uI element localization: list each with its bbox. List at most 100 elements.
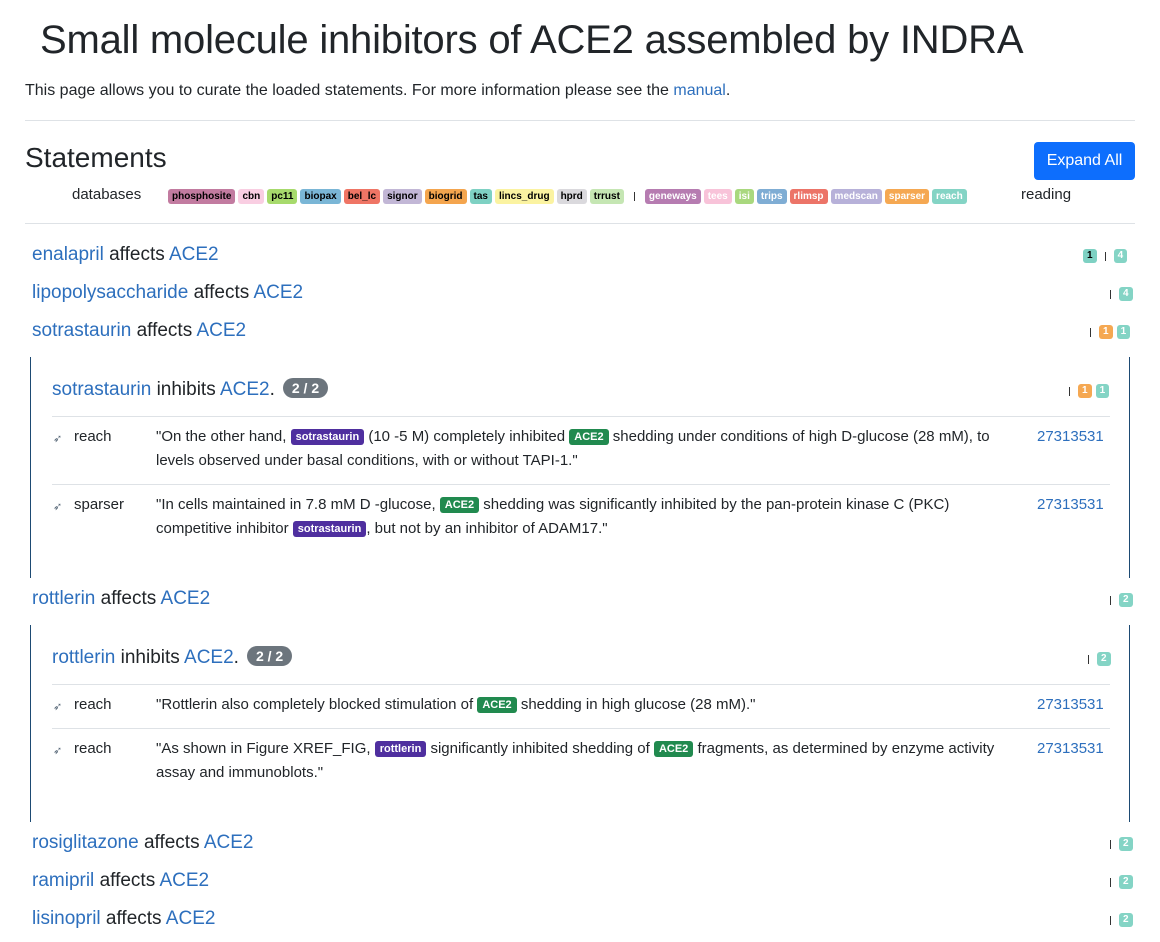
subject-link[interactable]: rosiglitazone: [32, 832, 139, 853]
source-legend: phosphosite cbn pc11 biopax bel_lc signo…: [168, 189, 967, 204]
curate-icon[interactable]: ➶: [53, 501, 63, 513]
evidence-counts: 2: [1106, 875, 1133, 889]
gene-tag: ACE2: [653, 741, 694, 757]
count-separator: [1088, 654, 1089, 664]
statement-row[interactable]: sotrastaurin affects ACE2: [32, 320, 246, 342]
source-badge-medscan: medscan: [830, 189, 882, 204]
divider: [25, 223, 1135, 224]
source-badge-tees: tees: [703, 189, 732, 204]
curate-icon[interactable]: ➶: [53, 701, 63, 713]
evidence-text: "On the other hand, sotrastaurin (10 -5 …: [156, 428, 990, 469]
count-separator: [1110, 289, 1111, 299]
chemical-tag: sotrastaurin: [292, 521, 367, 537]
verb: affects: [193, 282, 250, 303]
count-badge: 1: [1095, 384, 1110, 398]
source-badge-biopax: biopax: [300, 189, 341, 204]
evidence-source: sparser: [74, 496, 125, 513]
source-badge-bel-lc: bel_lc: [343, 189, 381, 204]
object-link[interactable]: ACE2: [219, 379, 270, 400]
evidence-panel: [30, 357, 1130, 578]
row-divider: [52, 416, 1110, 417]
subject-link[interactable]: sotrastaurin: [52, 379, 152, 400]
row-divider: [52, 728, 1110, 729]
subject-link[interactable]: lisinopril: [32, 908, 101, 929]
gene-tag: ACE2: [439, 497, 480, 513]
legend-separator: [633, 192, 635, 201]
count-badge: 2: [1119, 593, 1133, 607]
source-badge-cbn: cbn: [238, 189, 265, 204]
count-separator: [1110, 915, 1111, 925]
evidence-text: "Rottlerin also completely blocked stimu…: [156, 696, 756, 713]
verb: affects: [143, 832, 200, 853]
expand-all-button[interactable]: Expand All: [1034, 142, 1135, 180]
subject-link[interactable]: sotrastaurin: [32, 320, 132, 341]
curate-icon[interactable]: ➶: [53, 745, 63, 757]
subject-link[interactable]: ramipril: [32, 870, 95, 891]
count-badge: 1: [1116, 325, 1131, 339]
count-separator: [1104, 251, 1106, 261]
subject-link[interactable]: enalapril: [32, 244, 104, 265]
evidence-source: reach: [74, 696, 112, 713]
count-badge: 2: [1097, 652, 1111, 666]
sub-statement-header[interactable]: sotrastaurin inhibits ACE2. 2 / 2: [52, 378, 329, 401]
object-link[interactable]: ACE2: [165, 908, 216, 929]
evidence-count-pill: 2 / 2: [282, 378, 329, 398]
statement-row[interactable]: enalapril affects ACE2: [32, 244, 219, 266]
evidence-source: reach: [74, 428, 112, 445]
subject-link[interactable]: rottlerin: [52, 647, 116, 668]
verb: affects: [105, 908, 162, 929]
evidence-counts: 2: [1106, 837, 1133, 851]
statement-row[interactable]: ramipril affects ACE2: [32, 870, 209, 892]
evidence-counts: 2: [1106, 593, 1133, 607]
chemical-tag: rottlerin: [374, 741, 427, 757]
pmid-link[interactable]: 27313531: [1037, 740, 1104, 757]
evidence-text: "As shown in Figure XREF_FIG, rottlerin …: [156, 740, 995, 781]
gene-tag: ACE2: [569, 429, 609, 445]
statement-row[interactable]: rosiglitazone affects ACE2: [32, 832, 253, 854]
statement-row[interactable]: lisinopril affects ACE2: [32, 908, 215, 930]
evidence-count-pill: 2 / 2: [246, 646, 293, 666]
count-badge: 2: [1119, 875, 1133, 889]
source-badge-geneways: geneways: [644, 189, 701, 204]
databases-label: databases: [72, 186, 142, 203]
evidence-counts: 2: [1084, 652, 1111, 666]
count-badge: 1: [1083, 249, 1097, 263]
pmid-link[interactable]: 27313531: [1037, 428, 1104, 445]
count-badge: 2: [1119, 837, 1133, 851]
count-badge: 1: [1099, 325, 1113, 339]
page-title: Small molecule inhibitors of ACE2 assemb…: [40, 18, 1024, 62]
statement-row[interactable]: lipopolysaccharide affects ACE2: [32, 282, 303, 304]
count-separator: [1110, 839, 1111, 849]
object-link[interactable]: ACE2: [253, 282, 304, 303]
count-separator: [1110, 877, 1111, 887]
object-link[interactable]: ACE2: [203, 832, 254, 853]
subject-link[interactable]: rottlerin: [32, 588, 96, 609]
object-link[interactable]: ACE2: [168, 244, 219, 265]
object-link[interactable]: ACE2: [159, 870, 210, 891]
pmid-link[interactable]: 27313531: [1037, 496, 1104, 513]
evidence-panel: [30, 625, 1130, 822]
row-divider: [52, 484, 1110, 485]
curate-icon[interactable]: ➶: [53, 433, 63, 445]
object-link[interactable]: ACE2: [184, 647, 234, 668]
source-badge-rlimsp: rlimsp: [789, 189, 828, 204]
source-badge-isi: isi: [734, 189, 754, 204]
object-link[interactable]: ACE2: [160, 588, 211, 609]
statement-row[interactable]: rottlerin affects ACE2: [32, 588, 210, 610]
count-badge: 1: [1078, 384, 1092, 398]
period: .: [233, 647, 239, 668]
chemical-tag: sotrastaurin: [290, 429, 365, 445]
sub-statement-header[interactable]: rottlerin inhibits ACE2. 2 / 2: [52, 646, 293, 669]
source-badge-trrust: trrust: [589, 189, 624, 204]
count-badge: 2: [1119, 913, 1133, 927]
verb: inhibits: [120, 647, 180, 668]
manual-link[interactable]: manual: [673, 82, 726, 99]
pmid-link[interactable]: 27313531: [1037, 696, 1104, 713]
object-link[interactable]: ACE2: [196, 320, 247, 341]
verb: affects: [100, 588, 157, 609]
subject-link[interactable]: lipopolysaccharide: [32, 282, 189, 303]
count-separator: [1110, 595, 1111, 605]
source-badge-lincs-drug: lincs_drug: [494, 189, 554, 204]
evidence-text: "In cells maintained in 7.8 mM D -glucos…: [156, 496, 950, 537]
count-separator: [1090, 327, 1091, 337]
